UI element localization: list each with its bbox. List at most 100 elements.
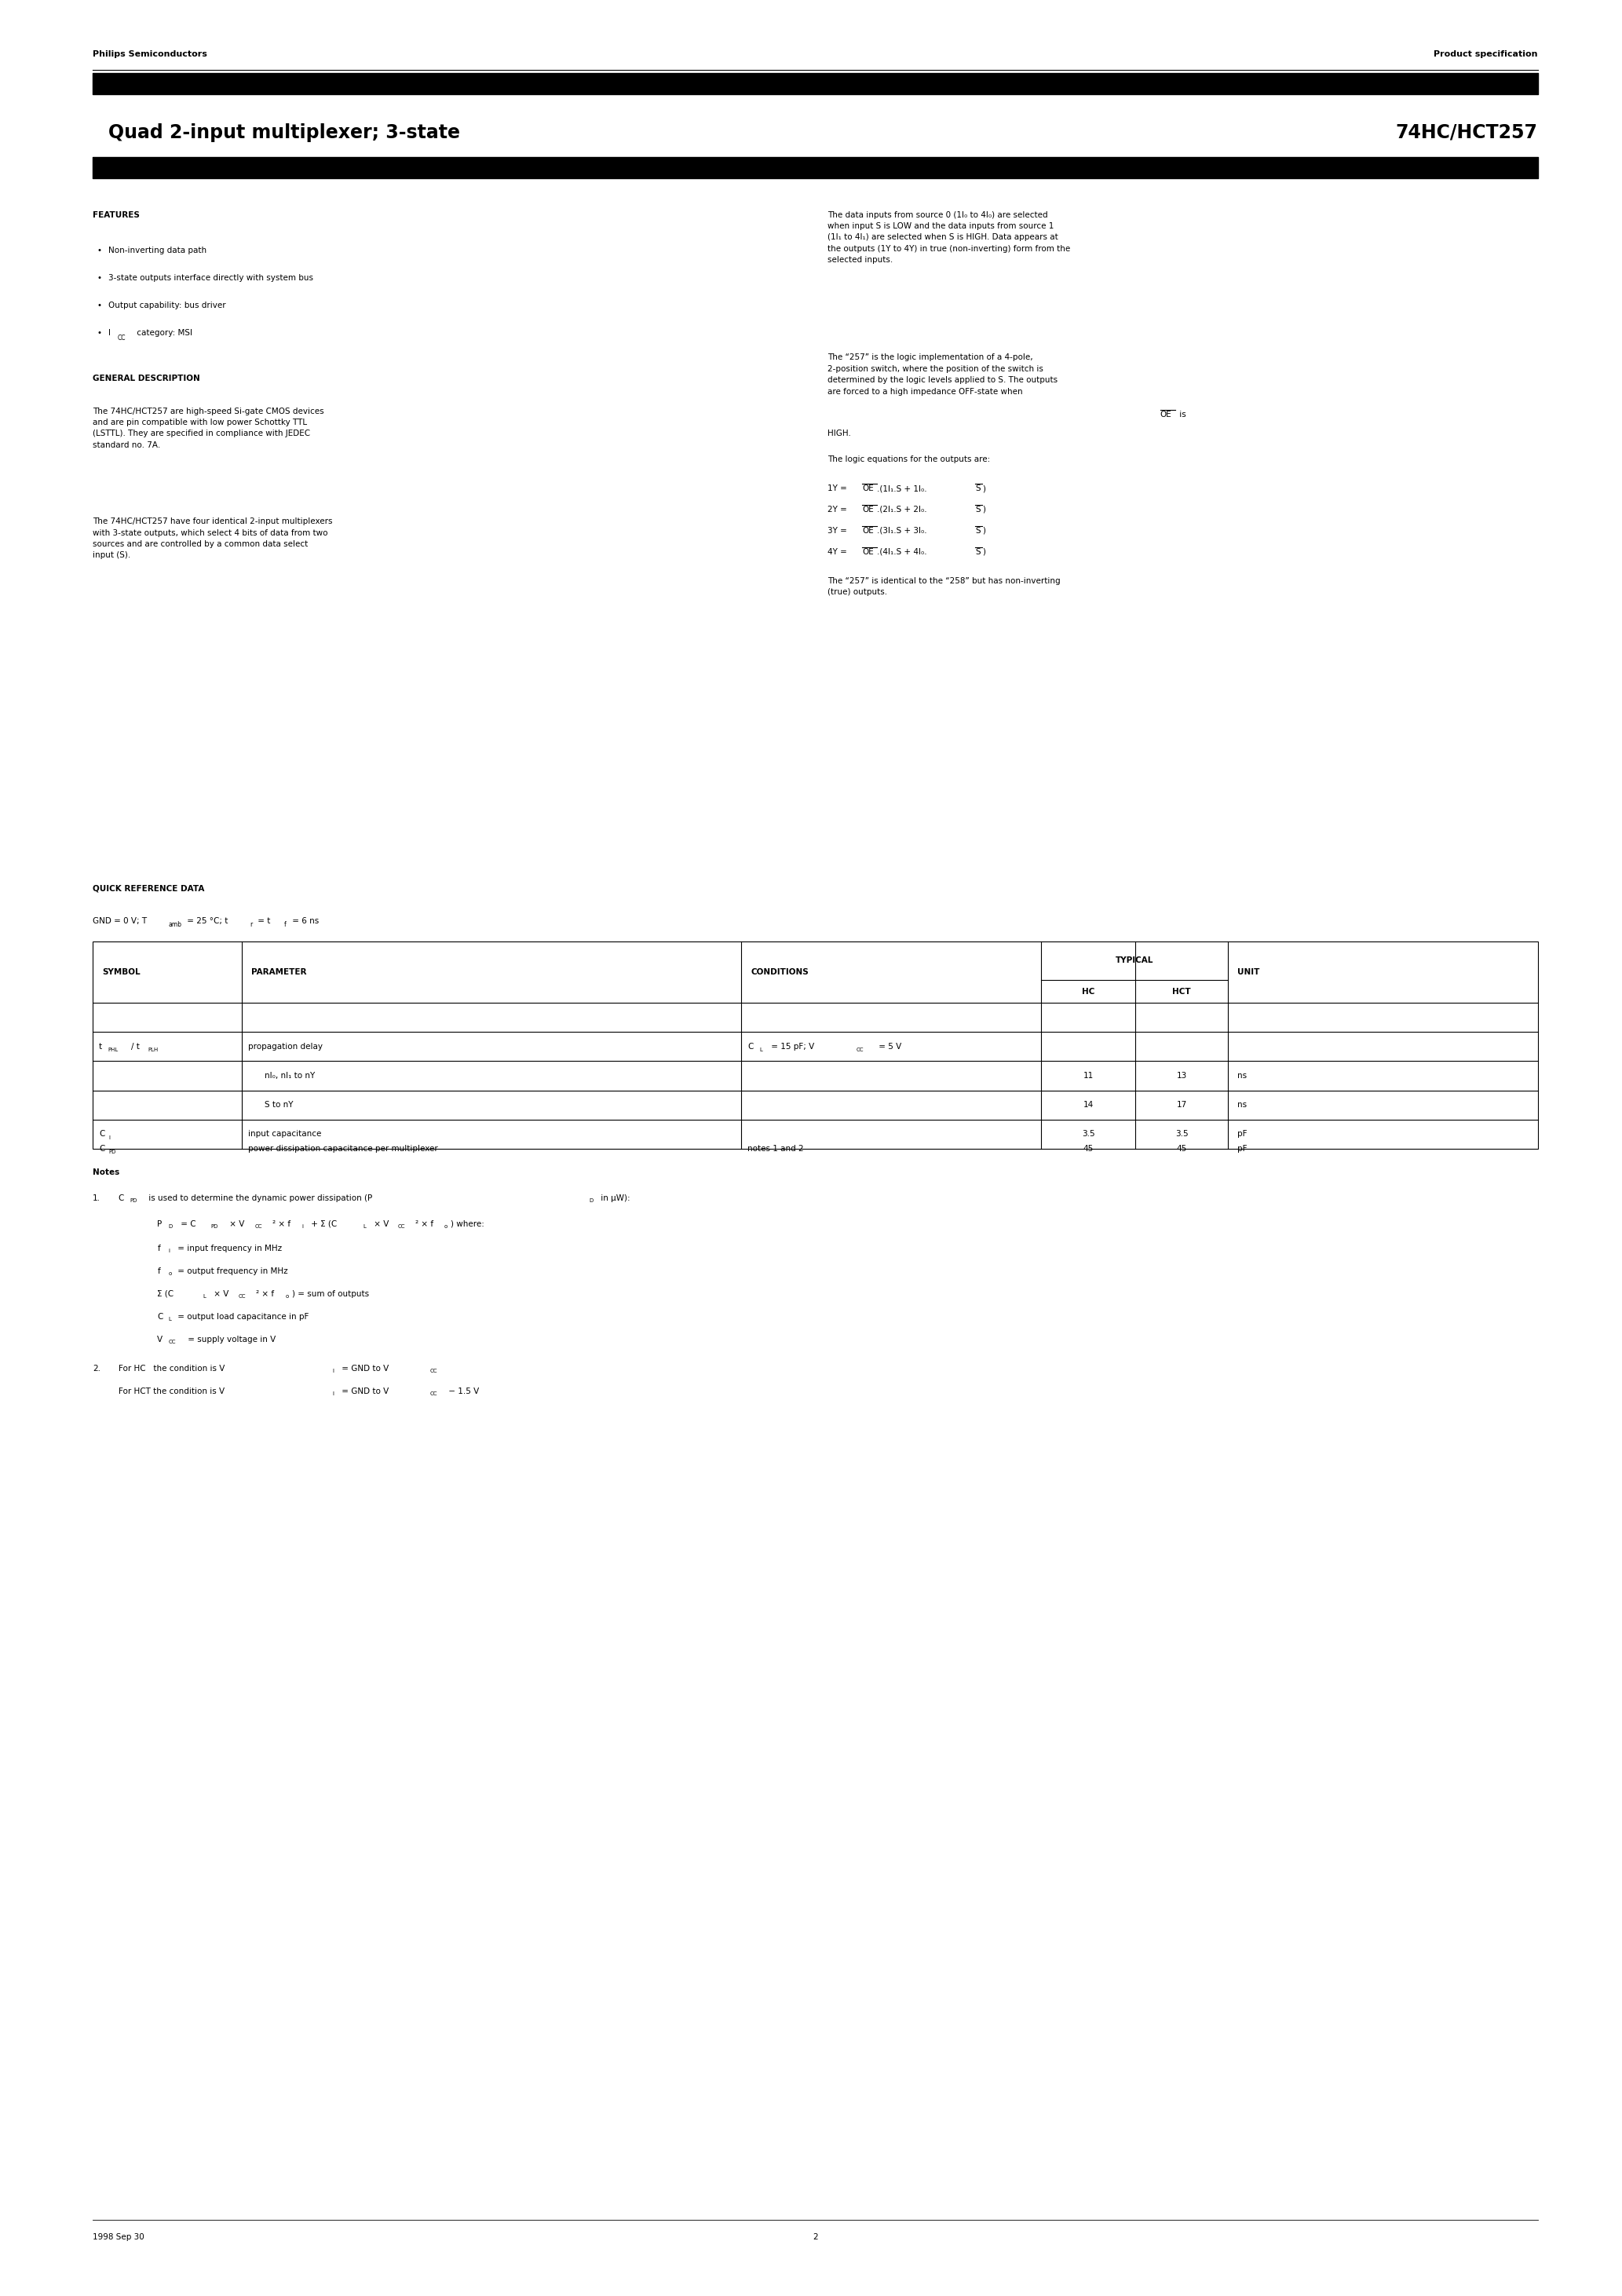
Text: C: C [99, 1146, 105, 1153]
Text: r: r [250, 921, 251, 928]
Text: notes 1 and 2: notes 1 and 2 [748, 1146, 805, 1153]
Text: input capacitance: input capacitance [248, 1130, 321, 1139]
Text: nI₀, nI₁ to nY: nI₀, nI₁ to nY [264, 1072, 315, 1079]
Text: 74HC/HCT257: 74HC/HCT257 [1395, 124, 1538, 142]
Text: 11: 11 [1083, 1072, 1093, 1079]
Text: 17: 17 [1176, 1102, 1187, 1109]
Text: ): ) [983, 549, 986, 556]
Text: CC: CC [397, 1224, 406, 1228]
Text: ns: ns [1238, 1102, 1247, 1109]
Text: = output frequency in MHz: = output frequency in MHz [175, 1267, 289, 1274]
Text: / t: / t [131, 1042, 139, 1052]
Text: pF: pF [1238, 1146, 1247, 1153]
Text: category: MSI: category: MSI [135, 328, 193, 338]
Text: Notes: Notes [92, 1169, 120, 1176]
Text: 3Y =: 3Y = [827, 526, 850, 535]
Text: = GND to V: = GND to V [339, 1387, 389, 1396]
Text: S: S [975, 484, 980, 491]
Text: CC: CC [169, 1339, 177, 1343]
Text: = output load capacitance in pF: = output load capacitance in pF [175, 1313, 308, 1320]
Text: 45: 45 [1176, 1146, 1187, 1153]
Text: •: • [97, 273, 102, 282]
Text: amb: amb [169, 921, 182, 928]
Text: t: t [99, 1042, 102, 1052]
Text: HCT: HCT [1173, 987, 1191, 996]
Text: .(4I₁.S + 4I₀.: .(4I₁.S + 4I₀. [878, 549, 926, 556]
Text: ): ) [983, 526, 986, 535]
Text: 1998 Sep 30: 1998 Sep 30 [92, 2234, 144, 2241]
Text: CONDITIONS: CONDITIONS [751, 969, 809, 976]
Text: CC: CC [255, 1224, 263, 1228]
Text: − 1.5 V: − 1.5 V [446, 1387, 478, 1396]
Text: OE: OE [863, 505, 874, 514]
Text: = 6 ns: = 6 ns [289, 916, 318, 925]
Text: The 74HC/HCT257 have four identical 2-input multiplexers
with 3-state outputs, w: The 74HC/HCT257 have four identical 2-in… [92, 517, 333, 560]
Text: 1.: 1. [92, 1194, 101, 1203]
Text: = input frequency in MHz: = input frequency in MHz [175, 1244, 282, 1251]
Text: f: f [157, 1267, 161, 1274]
Text: = t: = t [255, 916, 271, 925]
Text: ² × f: ² × f [415, 1219, 433, 1228]
Text: Σ (C: Σ (C [157, 1290, 174, 1297]
Text: QUICK REFERENCE DATA: QUICK REFERENCE DATA [92, 884, 204, 893]
Text: Quad 2-input multiplexer; 3-state: Quad 2-input multiplexer; 3-state [109, 124, 461, 142]
Text: •: • [97, 246, 102, 255]
Text: GND = 0 V; T: GND = 0 V; T [92, 916, 146, 925]
Text: C: C [748, 1042, 754, 1052]
Text: For HC   the condition is V: For HC the condition is V [118, 1364, 225, 1373]
Text: CC: CC [430, 1391, 438, 1396]
Text: 1Y =: 1Y = [827, 484, 850, 491]
Text: CC: CC [238, 1295, 247, 1300]
Text: C: C [118, 1194, 125, 1203]
Text: L: L [759, 1047, 762, 1052]
Text: PLH: PLH [148, 1047, 157, 1052]
Text: = C: = C [178, 1219, 196, 1228]
Text: The “257” is the logic implementation of a 4-pole,
2-position switch, where the : The “257” is the logic implementation of… [827, 354, 1058, 395]
Text: V: V [157, 1336, 162, 1343]
Text: CC: CC [856, 1047, 865, 1052]
Text: = 25 °C; t: = 25 °C; t [185, 916, 229, 925]
Text: Non-inverting data path: Non-inverting data path [109, 246, 208, 255]
Text: PARAMETER: PARAMETER [251, 969, 307, 976]
Text: D: D [589, 1199, 594, 1203]
Text: ): ) [983, 484, 986, 491]
Text: × V: × V [227, 1219, 245, 1228]
Text: I: I [109, 328, 110, 338]
Text: S to nY: S to nY [264, 1102, 294, 1109]
Text: ² × f: ² × f [272, 1219, 290, 1228]
Text: P: P [157, 1219, 162, 1228]
Text: •: • [97, 328, 102, 338]
Text: •: • [97, 301, 102, 310]
Text: = GND to V: = GND to V [339, 1364, 389, 1373]
Text: FEATURES: FEATURES [92, 211, 139, 218]
Text: PHL: PHL [107, 1047, 118, 1052]
Text: OE: OE [863, 484, 874, 491]
Text: C: C [99, 1130, 105, 1139]
Text: 2.: 2. [92, 1364, 101, 1373]
Text: L: L [363, 1224, 367, 1228]
Text: = 15 pF; V: = 15 pF; V [769, 1042, 814, 1052]
Text: S: S [975, 549, 980, 556]
Text: L: L [169, 1316, 172, 1322]
Text: power dissipation capacitance per multiplexer: power dissipation capacitance per multip… [248, 1146, 438, 1153]
Text: The “257” is identical to the “258” but has non-inverting
(true) outputs.: The “257” is identical to the “258” but … [827, 576, 1061, 597]
Text: The logic equations for the outputs are:: The logic equations for the outputs are: [827, 455, 989, 464]
Text: PD: PD [211, 1224, 219, 1228]
Text: S: S [975, 526, 980, 535]
Text: .(3I₁.S + 3I₀.: .(3I₁.S + 3I₀. [878, 526, 926, 535]
Text: ns: ns [1238, 1072, 1247, 1079]
Text: pF: pF [1238, 1130, 1247, 1139]
Text: The data inputs from source 0 (1I₀ to 4I₀) are selected
when input S is LOW and : The data inputs from source 0 (1I₀ to 4I… [827, 211, 1071, 264]
Text: The 74HC/HCT257 are high-speed Si-gate CMOS devices
and are pin compatible with : The 74HC/HCT257 are high-speed Si-gate C… [92, 406, 324, 450]
Text: TYPICAL: TYPICAL [1116, 957, 1153, 964]
Text: 3.5: 3.5 [1174, 1130, 1189, 1139]
Text: .(1I₁.S + 1I₀.: .(1I₁.S + 1I₀. [878, 484, 926, 491]
Text: × V: × V [371, 1219, 389, 1228]
Text: D: D [169, 1224, 174, 1228]
Text: 4Y =: 4Y = [827, 549, 850, 556]
Text: Output capability: bus driver: Output capability: bus driver [109, 301, 225, 310]
Text: f: f [157, 1244, 161, 1251]
Text: propagation delay: propagation delay [248, 1042, 323, 1052]
Bar [92, 941, 1538, 1148]
Text: ) where:: ) where: [451, 1219, 485, 1228]
